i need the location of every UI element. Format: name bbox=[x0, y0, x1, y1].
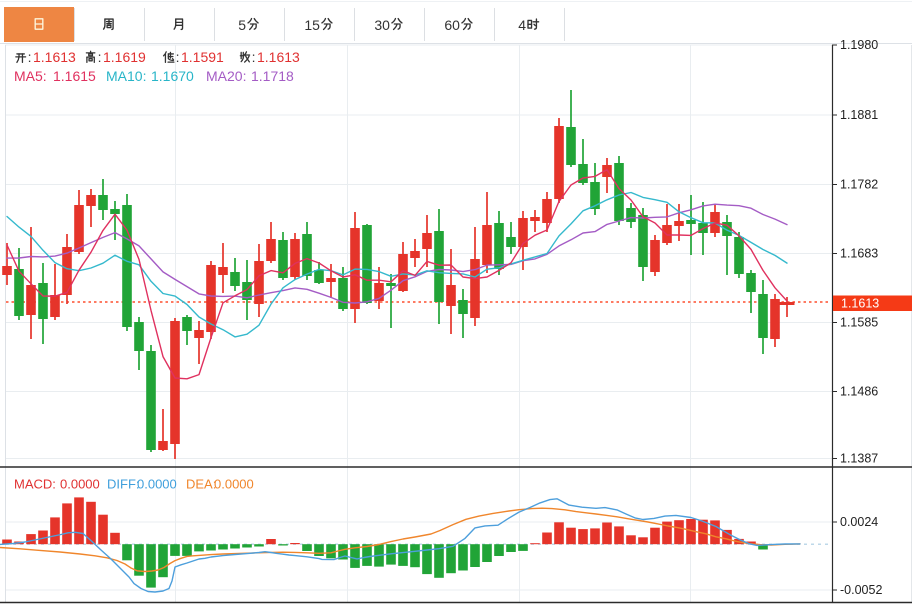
svg-text:1.1881: 1.1881 bbox=[840, 108, 878, 122]
svg-text:1.1585: 1.1585 bbox=[840, 316, 878, 330]
svg-text::: : bbox=[252, 49, 256, 65]
svg-text:-0.0052: -0.0052 bbox=[840, 583, 882, 597]
svg-text:1.1619: 1.1619 bbox=[103, 49, 146, 65]
svg-text:1.1591: 1.1591 bbox=[181, 49, 224, 65]
svg-text:30: 30 bbox=[374, 17, 390, 33]
svg-text:1.1718: 1.1718 bbox=[251, 68, 294, 84]
svg-text:MACD:: MACD: bbox=[14, 477, 56, 492]
svg-text:15: 15 bbox=[304, 17, 320, 33]
svg-text:1.1683: 1.1683 bbox=[840, 247, 878, 261]
svg-text:DIFF:: DIFF: bbox=[107, 477, 140, 492]
svg-text:1.1486: 1.1486 bbox=[840, 385, 878, 399]
svg-text:MA20:: MA20: bbox=[206, 68, 246, 84]
svg-text:0.0000: 0.0000 bbox=[137, 477, 177, 492]
svg-text:0.0000: 0.0000 bbox=[60, 477, 100, 492]
svg-text:1.1782: 1.1782 bbox=[840, 178, 878, 192]
svg-text::: : bbox=[28, 49, 32, 65]
svg-text:1.1980: 1.1980 bbox=[840, 38, 878, 52]
svg-text:60: 60 bbox=[444, 17, 460, 33]
svg-text:1.1613: 1.1613 bbox=[33, 49, 76, 65]
svg-text::: : bbox=[98, 49, 102, 65]
svg-text:4: 4 bbox=[518, 17, 526, 33]
svg-text:MA5:: MA5: bbox=[14, 68, 47, 84]
svg-text:1.1613: 1.1613 bbox=[257, 49, 300, 65]
svg-text::: : bbox=[176, 49, 180, 65]
svg-text:1.1670: 1.1670 bbox=[151, 68, 194, 84]
svg-text:1.1387: 1.1387 bbox=[840, 452, 878, 466]
svg-text:0.0024: 0.0024 bbox=[840, 515, 878, 529]
svg-text:DEA:: DEA: bbox=[186, 477, 216, 492]
svg-text:1.1613: 1.1613 bbox=[841, 297, 879, 311]
svg-text:0.0000: 0.0000 bbox=[214, 477, 254, 492]
svg-text:MA10:: MA10: bbox=[106, 68, 146, 84]
svg-text:5: 5 bbox=[238, 17, 246, 33]
svg-text:1.1615: 1.1615 bbox=[53, 68, 96, 84]
